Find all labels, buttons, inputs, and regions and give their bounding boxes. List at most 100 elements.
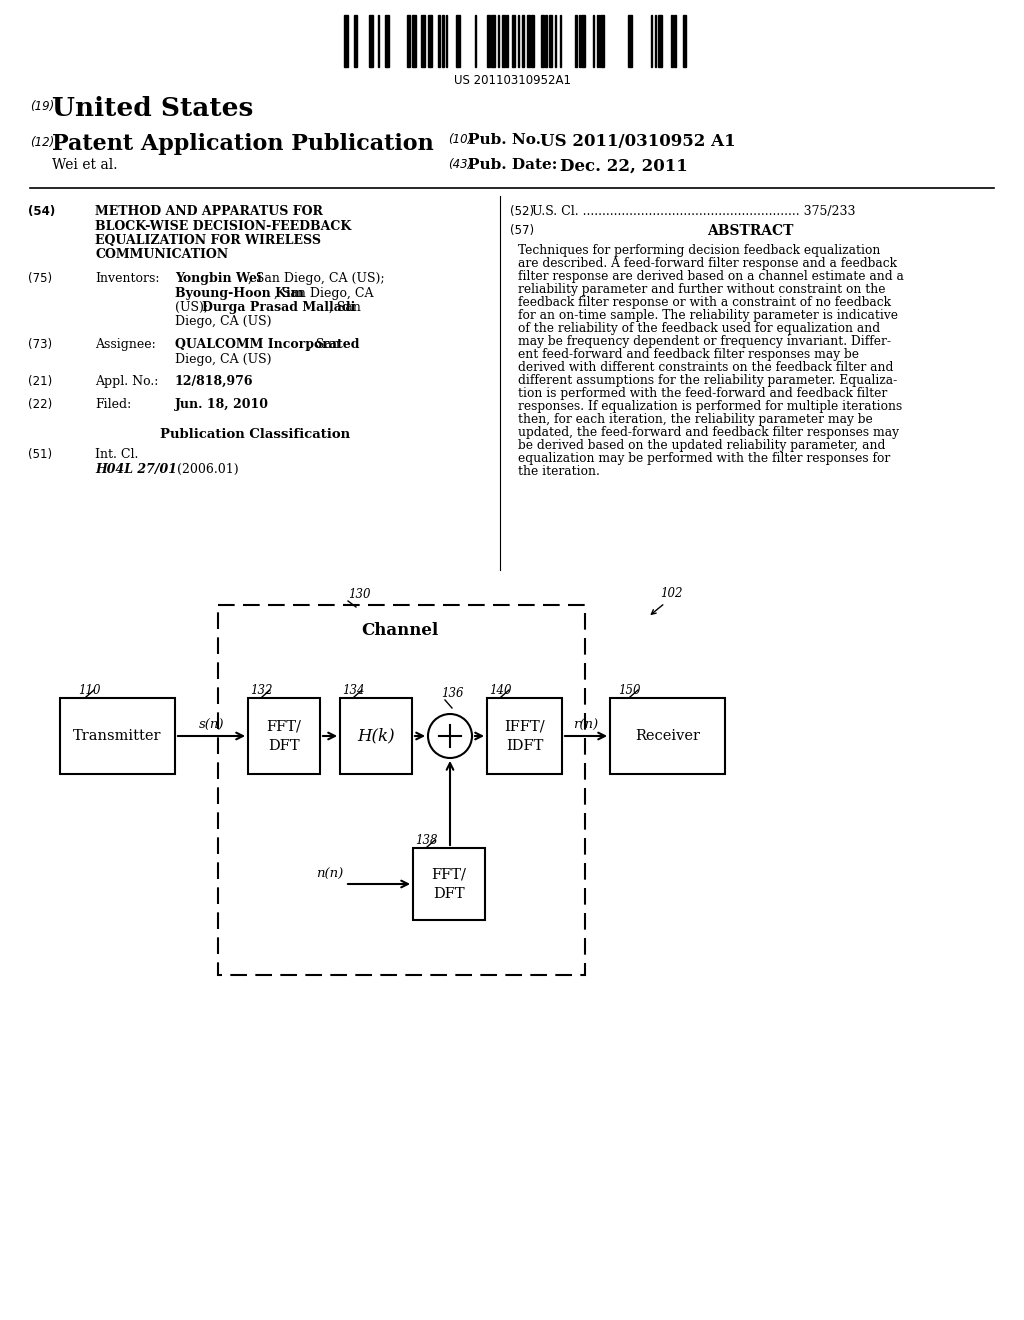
Text: feedback filter response or with a constraint of no feedback: feedback filter response or with a const… [518, 296, 891, 309]
Text: United States: United States [52, 96, 253, 121]
Text: FFT/
DFT: FFT/ DFT [266, 719, 301, 752]
Text: n(n): n(n) [315, 869, 343, 880]
Text: Pub. No.:: Pub. No.: [468, 133, 547, 147]
Bar [658, 15, 662, 67]
Bar [490, 15, 495, 67]
Text: Assignee:: Assignee: [95, 338, 156, 351]
Text: U.S. Cl. ........................................................ 375/233: U.S. Cl. ...............................… [532, 205, 855, 218]
Text: Pub. Date:: Pub. Date: [468, 158, 557, 172]
Text: COMMUNICATION: COMMUNICATION [95, 248, 228, 261]
Bar [575, 15, 577, 67]
Text: different assumptions for the reliability parameter. Equaliza-: different assumptions for the reliabilit… [518, 374, 897, 387]
Bar [531, 15, 534, 67]
Text: (10): (10) [449, 133, 472, 147]
Text: Durga Prasad Malladi: Durga Prasad Malladi [202, 301, 355, 314]
Bar [549, 15, 552, 67]
Text: Publication Classification: Publication Classification [160, 428, 350, 441]
Text: H(k): H(k) [357, 727, 395, 744]
Text: BLOCK-WISE DECISION-FEEDBACK: BLOCK-WISE DECISION-FEEDBACK [95, 219, 351, 232]
Text: r(n): r(n) [573, 719, 599, 733]
Bar [545, 15, 547, 67]
Text: equalization may be performed with the filter responses for: equalization may be performed with the f… [518, 451, 890, 465]
Text: Transmitter: Transmitter [74, 729, 162, 743]
Text: 138: 138 [415, 834, 437, 847]
Bar [683, 15, 686, 67]
Text: Jun. 18, 2010: Jun. 18, 2010 [175, 399, 269, 411]
Text: 130: 130 [348, 587, 371, 601]
Bar [442, 15, 444, 67]
Text: Wei et al.: Wei et al. [52, 158, 118, 172]
Bar [512, 15, 515, 67]
Text: (73): (73) [28, 338, 52, 351]
Text: of the reliability of the feedback used for equalization and: of the reliability of the feedback used … [518, 322, 880, 335]
Bar [340, 698, 412, 774]
Text: the iteration.: the iteration. [518, 465, 600, 478]
Bar [487, 698, 562, 774]
Text: Receiver: Receiver [635, 729, 700, 743]
Text: Filed:: Filed: [95, 399, 131, 411]
Text: updated, the feed-forward and feedback filter responses may: updated, the feed-forward and feedback f… [518, 426, 899, 440]
Text: EQUALIZATION FOR WIRELESS: EQUALIZATION FOR WIRELESS [95, 234, 321, 247]
Bar [354, 15, 357, 67]
Text: Techniques for performing decision feedback equalization: Techniques for performing decision feedb… [518, 244, 881, 257]
Text: 136: 136 [441, 686, 464, 700]
Text: (43): (43) [449, 158, 472, 172]
Bar [421, 15, 425, 67]
Bar [428, 15, 432, 67]
Text: reliability parameter and further without constraint on the: reliability parameter and further withou… [518, 282, 886, 296]
Text: (2006.01): (2006.01) [177, 462, 239, 475]
Text: for an on-time sample. The reliability parameter is indicative: for an on-time sample. The reliability p… [518, 309, 898, 322]
Text: H04L 27/01: H04L 27/01 [95, 462, 177, 475]
Text: ABSTRACT: ABSTRACT [707, 224, 794, 238]
Text: (12): (12) [30, 136, 54, 149]
Text: (19): (19) [30, 100, 54, 114]
Text: (US);: (US); [175, 301, 212, 314]
Text: 140: 140 [489, 684, 512, 697]
Text: Inventors:: Inventors: [95, 272, 160, 285]
Text: (22): (22) [28, 399, 52, 411]
Text: tion is performed with the feed-forward and feedback filter: tion is performed with the feed-forward … [518, 387, 887, 400]
Bar [385, 15, 389, 67]
Text: FFT/
DFT: FFT/ DFT [431, 867, 467, 900]
Text: derived with different constraints on the feedback filter and: derived with different constraints on th… [518, 360, 893, 374]
Text: Yongbin Wei: Yongbin Wei [175, 272, 262, 285]
Bar [601, 15, 604, 67]
Bar [506, 15, 508, 67]
Bar [674, 15, 676, 67]
Text: 132: 132 [250, 684, 272, 697]
Text: IFFT/
IDFT: IFFT/ IDFT [504, 719, 545, 752]
Bar [522, 15, 524, 67]
Text: , San: , San [329, 301, 360, 314]
Bar [438, 15, 440, 67]
Text: US 20110310952A1: US 20110310952A1 [454, 74, 570, 87]
Bar [248, 698, 319, 774]
Text: be derived based on the updated reliability parameter, and: be derived based on the updated reliabil… [518, 440, 886, 451]
Text: (54): (54) [28, 205, 55, 218]
Bar [502, 15, 505, 67]
Text: Int. Cl.: Int. Cl. [95, 447, 138, 461]
Bar [628, 15, 632, 67]
FancyBboxPatch shape [218, 605, 585, 975]
Circle shape [428, 714, 472, 758]
Bar [671, 15, 673, 67]
Bar [610, 698, 725, 774]
Text: are described. A feed-forward filter response and a feedback: are described. A feed-forward filter res… [518, 257, 897, 271]
Text: METHOD AND APPARATUS FOR: METHOD AND APPARATUS FOR [95, 205, 323, 218]
Text: filter response are derived based on a channel estimate and a: filter response are derived based on a c… [518, 271, 904, 282]
Text: (21): (21) [28, 375, 52, 388]
Bar [456, 15, 460, 67]
Text: (52): (52) [510, 205, 535, 218]
Bar [581, 15, 585, 67]
Bar [60, 698, 175, 774]
Bar [369, 15, 373, 67]
Text: Diego, CA (US): Diego, CA (US) [175, 315, 271, 329]
Bar [487, 15, 490, 67]
Text: (51): (51) [28, 447, 52, 461]
Text: Diego, CA (US): Diego, CA (US) [175, 352, 271, 366]
Bar [527, 15, 530, 67]
Bar [344, 15, 348, 67]
Text: responses. If equalization is performed for multiple iterations: responses. If equalization is performed … [518, 400, 902, 413]
Text: ent feed-forward and feedback filter responses may be: ent feed-forward and feedback filter res… [518, 348, 859, 360]
Bar [541, 15, 544, 67]
Bar [412, 15, 416, 67]
